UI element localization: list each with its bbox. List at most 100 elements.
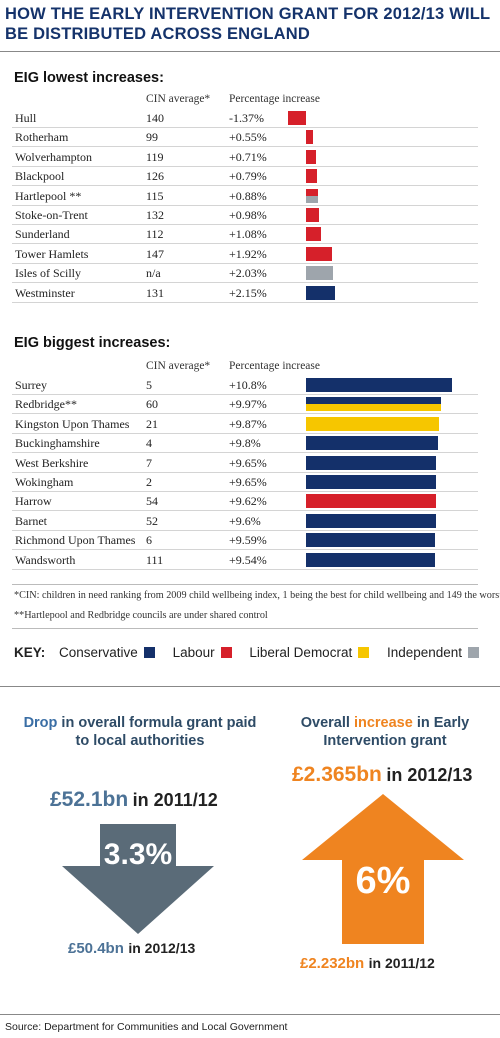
increase-heading-post: in Early Intervention grant (323, 715, 470, 749)
biggest-cin-value: 111 (146, 552, 164, 567)
drop-from-value: £52.1bn in 2011/12 (50, 788, 218, 812)
key-labour-swatch (220, 647, 232, 658)
lowest-name: Westminster (15, 285, 75, 300)
lowest-name: Hull (15, 111, 37, 125)
lowest-name: Wolverhampton (15, 149, 93, 164)
biggest-cin-value: 54 (146, 494, 158, 509)
key-libdem-swatch (358, 647, 370, 658)
lowest-bar (306, 169, 317, 184)
lowest-bar (306, 130, 314, 145)
biggest-name: West Berkshire (15, 455, 89, 470)
lowest-bar (306, 149, 316, 164)
lowest-name: Rotherham (15, 130, 69, 145)
biggest-cin-value: 21 (146, 416, 158, 431)
biggest-name: Wandsworth (15, 552, 76, 567)
lowest-cin-value: 132 (146, 208, 164, 222)
lowest-bar (306, 208, 320, 222)
lowest-cin-value: 99 (146, 130, 158, 145)
biggest-pct-value: +9.54% (229, 552, 267, 567)
increase-to-year: in 2012/13 (386, 765, 473, 785)
key-independent-label: Independent (386, 645, 463, 660)
drop-to-value: £50.4bn in 2012/13 (68, 940, 195, 958)
biggest-row-buckinghamshire: Buckinghamshire 4 +9.8% (12, 433, 478, 454)
lowest-name: Sunderland (15, 227, 70, 242)
biggest-name: Wokingham (15, 475, 74, 489)
increase-heading-highlight: increase (353, 715, 413, 731)
biggest-cin-header: CIN average* (146, 360, 211, 372)
biggest-name: Barnet (15, 513, 47, 528)
lowest-row-hartlepool: Hartlepool ** 115 +0.88% (12, 186, 478, 206)
lowest-pct-value: +0.98% (229, 208, 267, 222)
lowest-pct-value: -1.37% (229, 111, 264, 125)
biggest-row-barnet: Barnet 52 +9.6% (12, 511, 478, 531)
biggest-bar (306, 494, 436, 509)
biggest-row-wandsworth: Wandsworth 111 +9.54% (12, 550, 478, 570)
drop-heading-highlight: Drop (23, 715, 58, 731)
lowest-row-isles-of-scilly: Isles of Scilly n/a +2.03% (12, 263, 478, 284)
biggest-cin-value: 6 (146, 533, 152, 548)
up-arrow (302, 794, 464, 944)
lowest-row-sunderland: Sunderland 112 +1.08% (12, 224, 478, 245)
drop-from-amount: £52.1bn (50, 788, 129, 811)
biggest-cin-value: 52 (146, 513, 158, 528)
biggest-row-west-berkshire: West Berkshire 7 +9.65% (12, 453, 478, 473)
biggest-row-kingston-upon-thames: Kingston Upon Thames 21 +9.87% (12, 414, 478, 434)
key-independent-swatch (468, 647, 480, 658)
lowest-row-stoke-on-trent: Stoke-on-Trent 132 +0.98% (12, 205, 478, 225)
lowest-cin-value: 131 (146, 285, 164, 300)
lowest-cin-value: 140 (146, 111, 164, 125)
title-bar: HOW THE EARLY INTERVENTION GRANT FOR 201… (0, 0, 500, 52)
lowest-row-rotherham: Rotherham 99 +0.55% (12, 127, 478, 148)
biggest-bar (306, 475, 437, 489)
biggest-bar (306, 416, 440, 431)
increase-from-value: £2.232bn in 2011/12 (300, 955, 435, 973)
biggest-pct-value: +9.65% (229, 475, 267, 489)
lowest-cin-value: 147 (146, 246, 164, 261)
key-label: KEY: (14, 645, 46, 660)
lowest-pct-value: +0.55% (229, 130, 267, 145)
drop-from-year: in 2011/12 (132, 790, 218, 810)
lowest-pct-value: +0.71% (229, 149, 267, 164)
drop-heading-rest: in overall formula grant paid to local a… (57, 715, 257, 749)
lowest-name: Isles of Scilly (15, 266, 81, 281)
source-note: Source: Department for Communities and L… (5, 1021, 288, 1033)
key-libdem-label: Liberal Democrat (249, 645, 353, 660)
key-divider (0, 686, 500, 687)
biggest-name: Kingston Upon Thames (15, 416, 130, 431)
lowest-bar (306, 285, 336, 300)
lowest-bar (306, 188, 318, 203)
biggest-bar (306, 378, 452, 392)
biggest-pct-value: +9.6% (229, 513, 261, 528)
lowest-bar (306, 266, 334, 281)
increase-to-amount: £2.365bn (292, 763, 382, 786)
biggest-cin-value: 2 (146, 475, 152, 489)
biggest-name: Surrey (15, 378, 47, 392)
drop-to-amount: £50.4bn (68, 940, 124, 957)
lowest-row-hull: Hull 140 -1.37% (12, 108, 478, 128)
biggest-bar (306, 533, 436, 548)
biggest-row-wokingham: Wokingham 2 +9.65% (12, 472, 478, 492)
increase-from-amount: £2.232bn (300, 955, 365, 972)
lowest-name: Stoke-on-Trent (15, 208, 88, 222)
increase-to-value: £2.365bn in 2012/13 (292, 763, 472, 787)
biggest-row-redbridge: Redbridge** 60 +9.97% (12, 394, 478, 415)
lowest-pct-value: +2.15% (229, 285, 267, 300)
increase-from-year: in 2011/12 (368, 955, 435, 971)
footnote-shared: **Hartlepool and Redbridge councils are … (14, 610, 268, 621)
table-divider (12, 584, 478, 585)
lowest-pct-value: +0.88% (229, 188, 267, 203)
key-conservative-label: Conservative (59, 645, 138, 660)
footnote-divider (12, 628, 478, 629)
increase-heading-pre: Overall (300, 715, 354, 731)
biggest-pct-value: +9.87% (229, 416, 267, 431)
lowest-heading: EIG lowest increases: (14, 70, 164, 86)
party-key: KEY: Conservative Labour Liberal Democra… (14, 645, 493, 660)
biggest-cin-value: 4 (146, 436, 152, 451)
biggest-bar (306, 397, 441, 412)
biggest-pct-value: +9.65% (229, 455, 267, 470)
lowest-cin-value: 112 (146, 227, 164, 242)
biggest-pct-value: +10.8% (229, 378, 267, 392)
lowest-bar (306, 227, 321, 242)
biggest-cin-value: 7 (146, 455, 152, 470)
page-title: HOW THE EARLY INTERVENTION GRANT FOR 201… (5, 5, 491, 43)
